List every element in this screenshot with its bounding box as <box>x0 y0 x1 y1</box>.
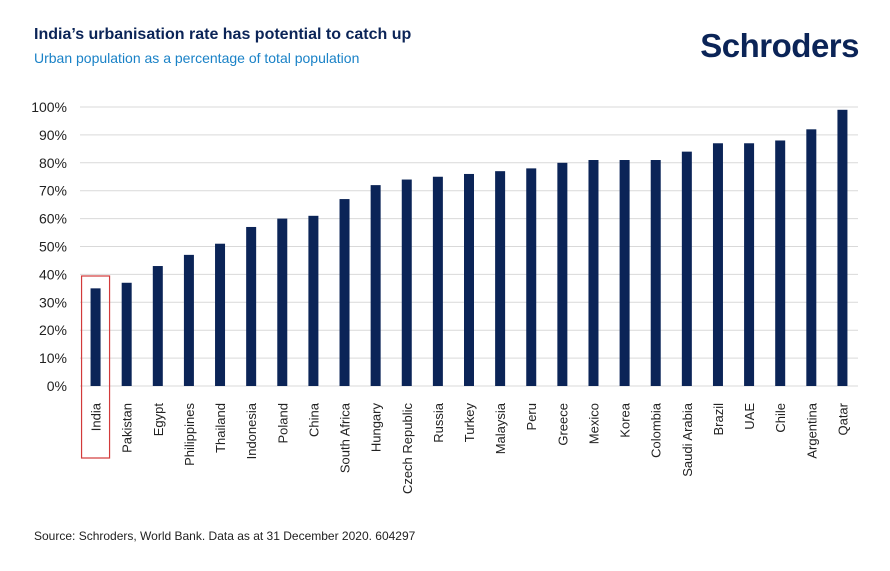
x-tick-label: Philippines <box>182 403 197 466</box>
x-tick-label: Thailand <box>213 403 228 453</box>
highlight <box>80 275 111 459</box>
y-tick-label: 80% <box>39 155 67 171</box>
bar-argentina <box>806 129 817 386</box>
bar-thailand <box>215 243 226 386</box>
x-tick-label: Colombia <box>649 402 664 458</box>
bar-brazil <box>712 143 723 386</box>
bar-egypt <box>152 266 163 386</box>
bar-czech-republic <box>401 179 412 386</box>
x-tick-label: Peru <box>524 403 539 430</box>
bar-india <box>90 288 101 386</box>
bar-malaysia <box>495 171 506 386</box>
bar-indonesia <box>246 226 257 386</box>
bar-philippines <box>183 254 194 386</box>
y-tick-label: 20% <box>39 322 67 338</box>
x-tick-label: Argentina <box>804 402 819 458</box>
x-tick-label: Malaysia <box>493 402 508 454</box>
bar-colombia <box>650 160 661 386</box>
bar-korea <box>619 160 630 386</box>
y-tick-label: 90% <box>39 127 67 143</box>
y-tick-label: 30% <box>39 294 67 310</box>
x-axis: India Pakistan Egypt Philippines Thailand Ind… <box>89 402 851 494</box>
india-highlight-box <box>80 275 111 459</box>
x-tick-label: Mexico <box>586 403 601 444</box>
bar-hungary <box>370 185 381 386</box>
bar-greece <box>557 162 568 386</box>
bar-turkey <box>464 173 474 386</box>
x-tick-label: Korea <box>618 402 633 437</box>
bar-qatar <box>837 109 848 386</box>
x-tick-label: Russia <box>431 402 446 443</box>
x-tick-label: Egypt <box>151 403 166 437</box>
x-tick-label: Indonesia <box>244 402 259 459</box>
x-tick-label: Hungary <box>369 403 384 453</box>
y-tick-label: 50% <box>39 239 67 255</box>
bar-uae <box>744 143 755 386</box>
x-tick-label: Pakistan <box>120 403 135 453</box>
bars <box>90 109 848 386</box>
x-tick-label: Saudi Arabia <box>680 402 695 476</box>
y-tick-label: 10% <box>39 350 67 366</box>
x-tick-label: India <box>89 402 104 431</box>
y-tick-label: 60% <box>39 211 67 227</box>
x-tick-label: Greece <box>555 403 570 446</box>
bar-russia <box>432 176 443 386</box>
bar-saudi-arabia <box>681 151 692 386</box>
y-tick-label: 70% <box>39 183 67 199</box>
x-tick-label: Chile <box>773 403 788 433</box>
x-tick-label: China <box>306 402 321 437</box>
y-tick-label: 0% <box>47 378 67 394</box>
source-note: Source: Schroders, World Bank. Data as a… <box>34 529 416 543</box>
chart-title: India’s urbanisation rate has potential … <box>34 26 412 43</box>
schroders-logo: Schroders <box>700 27 859 64</box>
y-tick-label: 40% <box>39 266 67 282</box>
x-tick-label: UAE <box>742 403 757 430</box>
bar-china <box>308 215 319 386</box>
y-tick-label: 100% <box>31 99 67 115</box>
y-axis: 0% 10% 20% 30% 40% 50% 60% 70% 80% 90% 100% <box>31 99 67 394</box>
x-tick-label: Czech Republic <box>400 403 415 495</box>
bar-chile <box>775 140 786 386</box>
x-tick-label: Poland <box>275 403 290 443</box>
x-tick-label: South Africa <box>338 402 353 473</box>
x-tick-label: Turkey <box>462 403 477 443</box>
bar-south-africa <box>339 199 350 386</box>
chart-subtitle: Urban population as a percentage of tota… <box>34 50 360 66</box>
bar-poland <box>277 218 288 386</box>
bar-pakistan <box>121 282 132 386</box>
x-tick-label: Qatar <box>835 402 850 435</box>
bar-peru <box>526 168 537 386</box>
x-tick-label: Brazil <box>711 403 726 436</box>
bar-mexico <box>588 160 599 386</box>
